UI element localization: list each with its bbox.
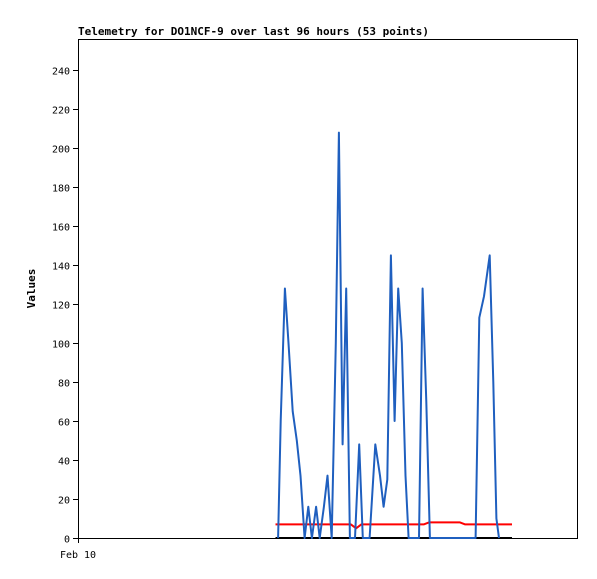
- y-tick-label: 120: [52, 301, 70, 312]
- y-tick-label: 220: [52, 106, 70, 117]
- y-tick-label: 40: [58, 457, 70, 468]
- y-tick-label: 0: [64, 535, 70, 546]
- y-tick-label: 160: [52, 223, 70, 234]
- y-axis-label: Values: [25, 269, 38, 309]
- y-tick-label: 20: [58, 496, 70, 507]
- series-layer: [275, 131, 512, 539]
- y-tick-label: 140: [52, 262, 70, 273]
- y-tick-label: 180: [52, 184, 70, 195]
- y-tick-label: 60: [58, 418, 70, 429]
- y-tick-label: 200: [52, 145, 70, 156]
- series-line-1: [277, 131, 500, 539]
- y-tick-label: 100: [52, 340, 70, 351]
- x-tick-label: Feb 10: [60, 550, 96, 561]
- x-axis: Feb 10: [60, 538, 96, 561]
- plot-area-frame: [78, 39, 578, 539]
- series-line-2: [275, 521, 512, 530]
- y-tick-label: 240: [52, 67, 70, 78]
- y-axis: 0 20 40 60 80 100 120 140 160 180 200 220 240: [52, 67, 78, 546]
- y-tick-label: 80: [58, 379, 70, 390]
- chart-title: Telemetry for DO1NCF-9 over last 96 hour…: [78, 25, 429, 38]
